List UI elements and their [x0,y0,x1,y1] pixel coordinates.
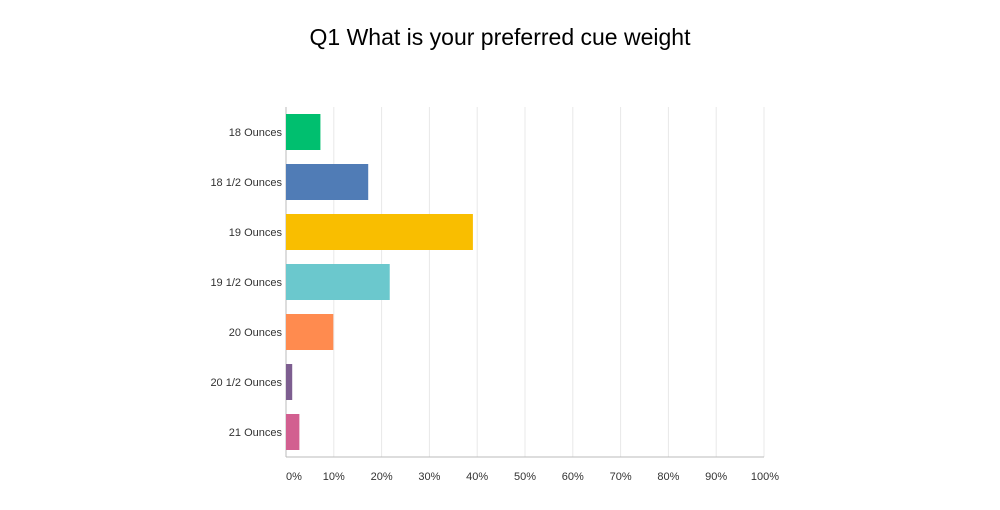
bar [286,114,321,150]
bar [286,364,293,400]
chart-title: Q1 What is your preferred cue weight [309,24,691,50]
bar [286,214,473,250]
x-tick-label: 80% [657,471,679,483]
y-category-label: 18 Ounces [229,127,283,139]
bar [286,264,390,300]
y-category-label: 20 Ounces [229,327,283,339]
x-tick-label: 30% [418,471,440,483]
y-category-label: 19 1/2 Ounces [210,277,282,289]
x-tick-label: 50% [514,471,536,483]
y-category-label: 20 1/2 Ounces [210,377,282,389]
x-tick-label: 0% [286,471,302,483]
x-tick-label: 40% [466,471,488,483]
x-tick-label: 20% [371,471,393,483]
x-tick-label: 10% [323,471,345,483]
bar [286,314,334,350]
x-tick-label: 70% [610,471,632,483]
y-category-label: 18 1/2 Ounces [210,177,282,189]
x-tick-label: 60% [562,471,584,483]
bar [286,164,369,200]
y-category-label: 19 Ounces [229,227,283,239]
x-tick-label: 90% [705,471,727,483]
bar [286,414,300,450]
x-tick-label: 100% [751,471,779,483]
y-category-label: 21 Ounces [229,427,283,439]
